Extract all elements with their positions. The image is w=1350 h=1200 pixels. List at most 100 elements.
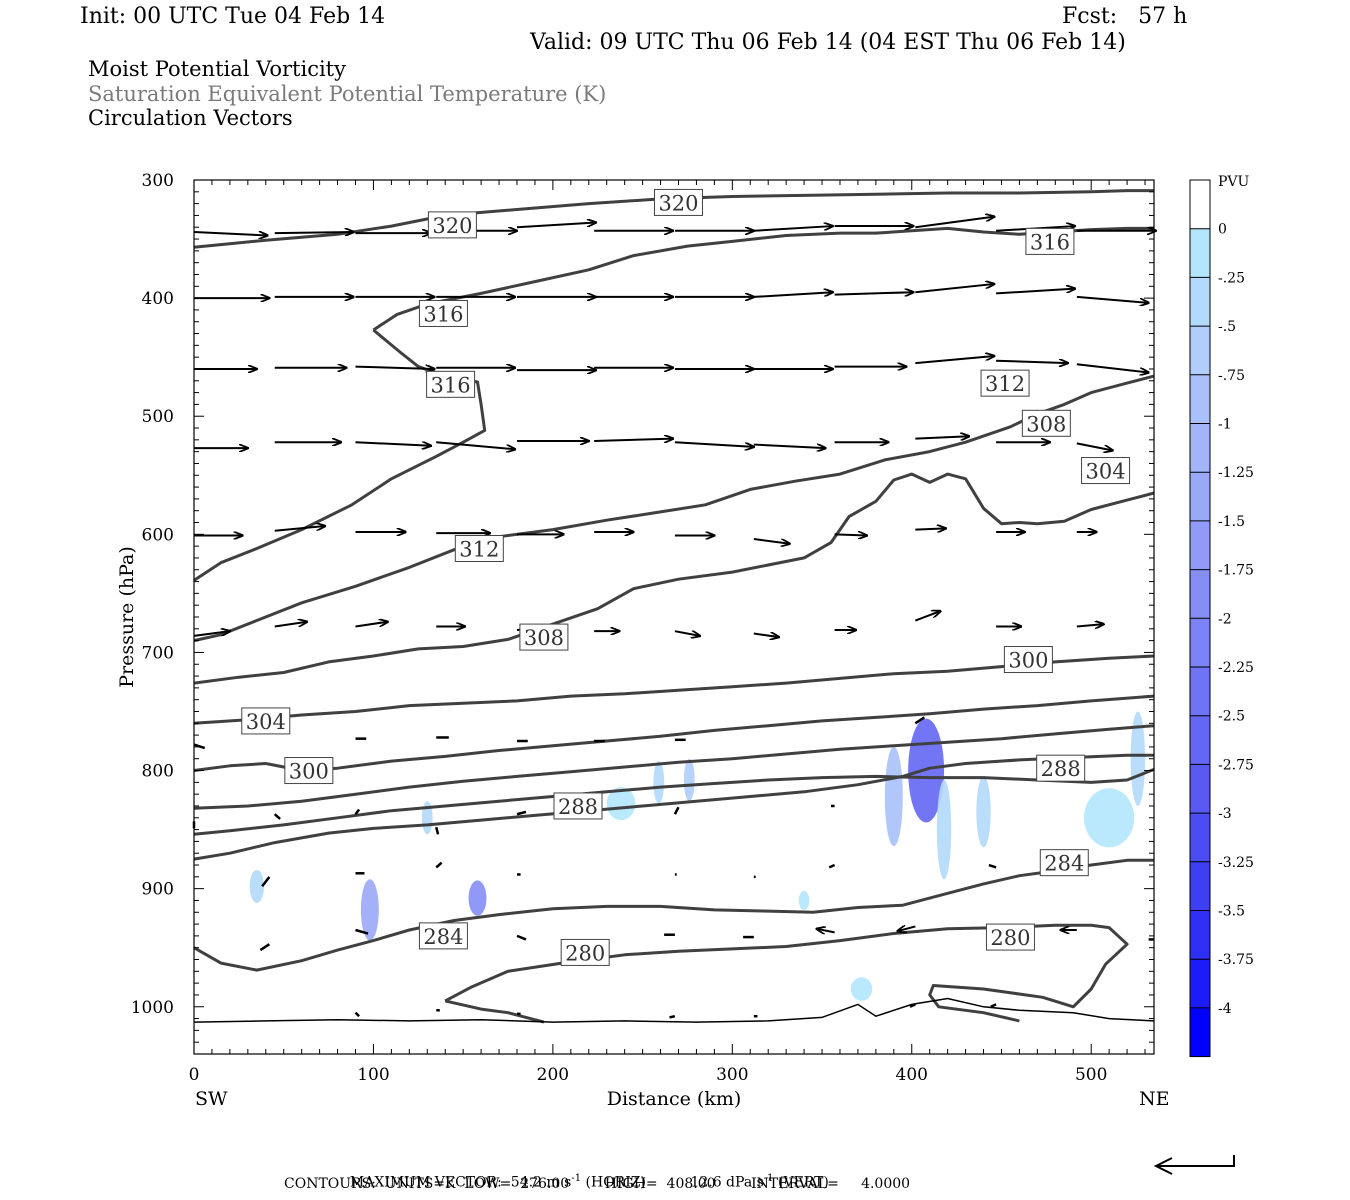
vector-arrow-92	[828, 863, 836, 869]
y-axis-label: Pressure (hPa)	[116, 546, 138, 688]
vector-arrow-105	[354, 1011, 360, 1018]
vector-arrow-41	[594, 439, 673, 441]
footer-max-vector: MAXIMUM VECTOR: 54.2 m s-1 (HORIZ) 12.6 …	[341, 1157, 829, 1191]
colorbar-swatch-12	[1190, 764, 1210, 814]
vector-arrow-111	[990, 1003, 997, 1008]
vector-arrow-57	[915, 528, 946, 529]
x-tick-label-200: 200	[537, 1065, 569, 1085]
colorbar-swatch-10	[1190, 667, 1210, 716]
forecast-hour: Fcst: 57 h	[1062, 4, 1188, 29]
vector-arrow-47	[1076, 442, 1113, 450]
contour-label-box-14	[553, 792, 603, 820]
vector-arrow-81	[435, 826, 440, 835]
colorbar-label-5: -1.25	[1218, 465, 1254, 481]
colorbar-label-4: -1	[1218, 417, 1232, 433]
colorbar-swatch-4	[1190, 374, 1210, 424]
contour-label-14: 288	[558, 795, 598, 819]
contour-label-16: 284	[423, 925, 463, 949]
y-tick-label-500: 500	[142, 407, 174, 427]
colorbar-swatch-3	[1190, 326, 1210, 375]
contour-280	[444, 999, 545, 1024]
contour-label-box-6	[1021, 409, 1071, 437]
vector-arrow-0	[193, 230, 268, 236]
colorbar-swatch-11	[1190, 715, 1210, 765]
pv-region-8	[884, 746, 903, 847]
contour-label-7: 304	[1086, 460, 1126, 484]
x-tick-label-100: 100	[357, 1065, 389, 1085]
valid-time: Valid: 09 UTC Thu 06 Feb 14 (04 EST Thu …	[530, 30, 1126, 55]
axis-labels: Distance (km) Pressure (hPa) SW NE	[116, 546, 1170, 1110]
colorbar-swatch-15	[1190, 910, 1210, 960]
vector-arrow-49	[274, 526, 325, 532]
colorbar-label-15: -3.75	[1218, 952, 1254, 968]
title-line-1: Moist Potential Vorticity	[88, 57, 346, 81]
vector-arrow-35	[1076, 363, 1149, 372]
contour-284	[193, 858, 1154, 972]
colorbar-swatch-1	[1190, 228, 1210, 278]
contour-layer	[193, 189, 1155, 1024]
vector-arrow-38	[355, 441, 430, 446]
colorbar-label-2: -.5	[1218, 319, 1236, 335]
colorbar-swatch-9	[1190, 618, 1210, 667]
pv-shading-layer	[249, 711, 1146, 1001]
colorbar-label-11: -2.75	[1218, 757, 1254, 773]
vector-arrow-93	[988, 863, 997, 869]
contour-label-5: 312	[985, 372, 1025, 396]
contour-label-box-1	[653, 188, 703, 216]
contour-label-box-18	[985, 923, 1035, 951]
vector-arrow-72	[193, 743, 206, 750]
contour-304	[193, 654, 1155, 725]
colorbar-label-9: -2.25	[1218, 660, 1254, 676]
contour-label-11: 304	[246, 710, 286, 734]
contour-label-10: 300	[1008, 649, 1048, 673]
vector-arrow-33	[915, 356, 994, 365]
vector-arrow-20	[834, 292, 914, 294]
vector-arrow-7	[753, 226, 833, 232]
colorbar-swatch-7	[1190, 520, 1210, 570]
contour-label-box-3	[418, 299, 468, 327]
contour-312	[193, 374, 1155, 643]
contour-label-8: 312	[459, 537, 499, 561]
contour-label-17: 280	[565, 941, 605, 965]
y-tick-label-900: 900	[142, 880, 174, 900]
vector-arrow-66	[674, 630, 700, 636]
contour-label-box-10	[1003, 646, 1053, 674]
vector-arrow-39	[436, 441, 515, 449]
vector-arrow-98	[516, 934, 527, 941]
vector-arrow-22	[996, 289, 1075, 295]
colorbar-swatch-6	[1190, 472, 1210, 521]
y-tick-label-1000: 1000	[131, 998, 174, 1018]
contour-label-box-8	[454, 534, 504, 562]
contour-label-box-2	[1025, 227, 1075, 255]
vector-arrow-83	[673, 806, 680, 815]
pv-region-10	[976, 776, 991, 848]
y-tick-label-400: 400	[142, 289, 174, 309]
vector-arrow-80	[354, 808, 361, 815]
vector-arrow-95	[259, 943, 271, 952]
max-vector-tail: (VERT)	[773, 1174, 829, 1191]
colorbar-label-6: -1.5	[1218, 514, 1245, 530]
vector-arrow-43	[753, 443, 826, 449]
contour-label-1: 320	[658, 191, 698, 215]
vector-arrow-79	[273, 813, 281, 820]
colorbar-label-8: -2	[1218, 611, 1232, 627]
colorbar-label-10: -2.5	[1218, 709, 1245, 725]
y-tick-label-800: 800	[142, 762, 174, 782]
contour-label-box-11	[241, 707, 291, 735]
x-axis-label: Distance (km)	[607, 1088, 742, 1110]
contour-label-6: 308	[1026, 412, 1066, 436]
contour-label-12: 300	[289, 760, 329, 784]
colorbar-swatch-17	[1190, 1007, 1210, 1057]
vector-layer	[192, 217, 1156, 1019]
sw-endpoint-label: SW	[195, 1088, 228, 1110]
contour-label-box-0	[427, 211, 477, 239]
colorbar-swatch-0	[1190, 180, 1210, 229]
vector-arrow-23	[1076, 295, 1149, 303]
colorbar-swatch-16	[1190, 959, 1210, 1008]
ne-endpoint-label: NE	[1139, 1088, 1170, 1110]
contour-292	[193, 768, 1155, 836]
vector-arrow-96	[355, 928, 369, 935]
colorbar-label-14: -3.5	[1218, 904, 1245, 920]
x-tick-label-500: 500	[1075, 1065, 1107, 1085]
